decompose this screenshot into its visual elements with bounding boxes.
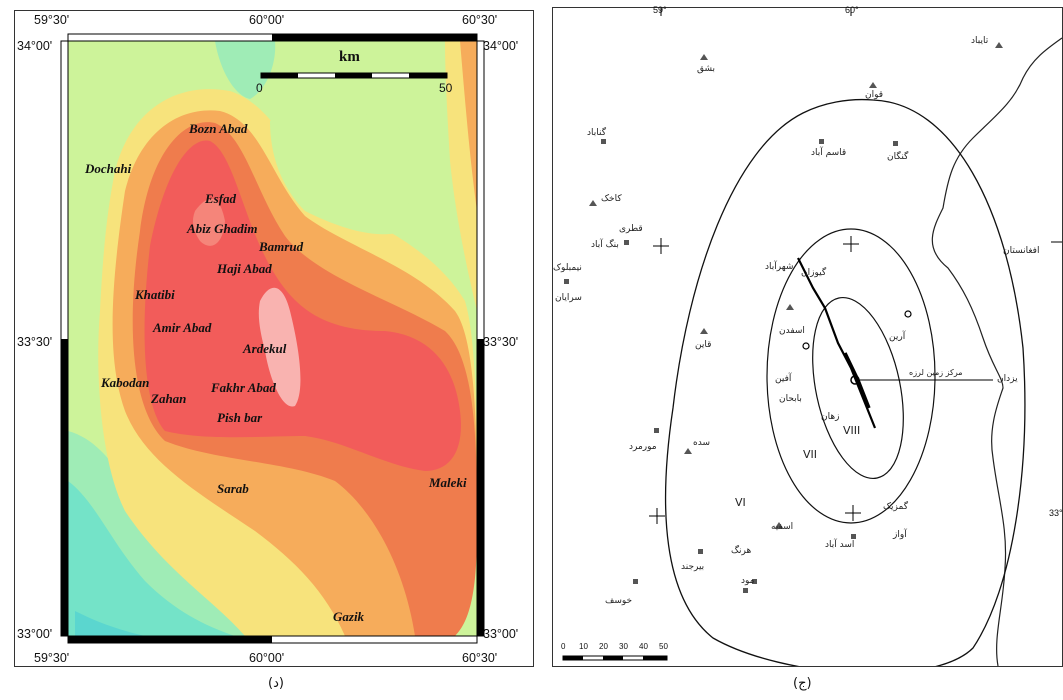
- place-label: سرایان: [555, 293, 582, 303]
- place-label: مورمرد: [629, 442, 657, 452]
- place-label: گمزیک: [883, 502, 909, 512]
- scale-start-label: 0: [256, 81, 263, 95]
- place-label: قطری: [619, 224, 643, 234]
- town-label: Gazik: [333, 609, 365, 624]
- right-lat-label: 33°00': [483, 627, 519, 641]
- place-label: قاین: [695, 340, 712, 350]
- bottom-lon-label: 59°30': [34, 651, 70, 665]
- place-label: زهان: [821, 412, 840, 422]
- place-label: سده: [693, 438, 710, 448]
- left-lat-label: 34°00': [17, 39, 53, 53]
- scale-tick: 0: [561, 642, 566, 651]
- scale-tick: 10: [579, 642, 588, 651]
- intensity-label: VI: [735, 496, 746, 509]
- town-label: Sarab: [217, 481, 249, 496]
- place-label: آرین: [889, 332, 906, 342]
- left-map-caption: (د): [268, 676, 284, 691]
- town-label: Bozn Abad: [189, 121, 248, 136]
- isoseismal-contours: [562, 8, 1062, 666]
- top-lon-label: 59°30': [34, 13, 70, 27]
- scale-end-label: 50: [439, 81, 453, 95]
- top-lon-label: 60°: [845, 5, 859, 15]
- place-label: تایباد: [971, 36, 989, 46]
- scale-tick: 50: [659, 642, 668, 651]
- km-scale-bar: [260, 72, 448, 79]
- place-label: گیوزان: [801, 268, 827, 278]
- place-label: هرنگ: [731, 546, 752, 556]
- place-label: آفین: [775, 374, 792, 384]
- town-label: Amir Abad: [153, 320, 212, 335]
- place-label: یزدان: [997, 374, 1018, 384]
- place-label: نیمبلوک: [553, 263, 582, 273]
- place-label: بنگ آباد: [591, 240, 619, 250]
- bottom-lon-label: 60°30': [462, 651, 498, 665]
- place-label: قوان: [865, 90, 884, 100]
- place-label: اسفیه: [771, 522, 794, 532]
- isoseismal-map-historic: 59° 60° 33° VI VII VIII 0 10 20 30 40 50…: [552, 5, 1063, 667]
- place-label: خوسف: [605, 596, 633, 606]
- top-lon-label: 59°: [653, 5, 667, 15]
- town-label: Dochahi: [85, 161, 132, 176]
- bottom-lon-label: 60°00': [249, 651, 285, 665]
- town-label: Haji Abad: [217, 261, 272, 276]
- scale-bar: [562, 655, 668, 661]
- scale-unit-label: km: [339, 49, 360, 65]
- place-label: گنگان: [887, 152, 909, 162]
- left-lat-label: 33°00': [17, 627, 53, 641]
- town-label: Esfad: [205, 191, 237, 206]
- place-label: آواز: [893, 530, 907, 540]
- place-label: بیرجند: [681, 562, 705, 572]
- place-label: قاسم آباد: [811, 148, 847, 158]
- place-label: گناباد: [587, 128, 606, 138]
- right-lat-label: 33°30': [483, 335, 519, 349]
- left-lat-label: 33°30': [17, 335, 53, 349]
- place-label: مود: [741, 576, 755, 586]
- right-lat-label: 34°00': [483, 39, 519, 53]
- town-label: Kabodan: [101, 375, 150, 390]
- town-label: Zahan: [151, 391, 187, 406]
- top-lon-label: 60°30': [462, 13, 498, 27]
- town-label: Abiz Ghadim: [187, 221, 258, 236]
- intensity-label: VII: [803, 448, 818, 461]
- town-label: Fakhr Abad: [211, 380, 276, 395]
- place-label: اسد آباد: [825, 540, 855, 550]
- right-lat-label: 33°: [1049, 508, 1063, 518]
- town-label: Pish bar: [217, 410, 263, 425]
- top-lon-label: 60°00': [249, 13, 285, 27]
- intensity-label: VIII: [843, 424, 861, 437]
- town-label: Khatibi: [135, 287, 175, 302]
- place-label: مرکز زمین لرزه: [909, 368, 963, 377]
- isoseismal-map-color: 59°30' 60°00' 60°30' 59°30' 60°00' 60°30…: [14, 10, 534, 667]
- intensity-color-map: [60, 33, 485, 644]
- scale-tick: 20: [599, 642, 608, 651]
- place-label: شهرآباد: [765, 262, 794, 272]
- town-label: Bamrud: [259, 239, 304, 254]
- town-label: Maleki: [429, 475, 467, 490]
- place-label: افغانستان: [1003, 246, 1040, 256]
- place-label: اسفدن: [779, 326, 805, 336]
- place-label: کاخک: [601, 194, 622, 204]
- town-label: Ardekul: [243, 341, 287, 356]
- place-label: بشق: [697, 64, 716, 74]
- right-map-caption: (ج): [793, 676, 812, 691]
- scale-tick: 30: [619, 642, 628, 651]
- scale-tick: 40: [639, 642, 648, 651]
- place-label: بابحان: [779, 394, 802, 404]
